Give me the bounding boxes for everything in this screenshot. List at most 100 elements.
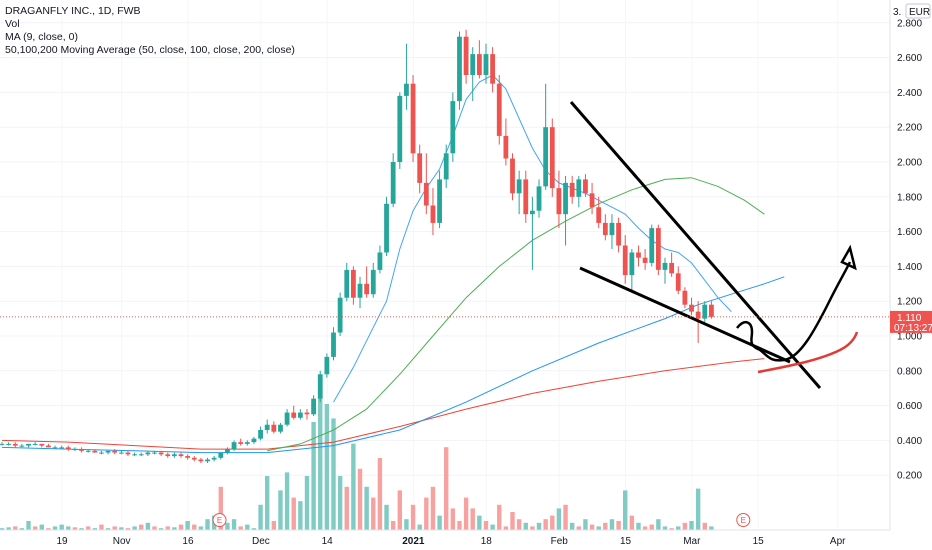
candle <box>576 175 582 208</box>
candle-body <box>118 452 124 454</box>
volume-indicator-label[interactable]: Vol <box>5 18 20 30</box>
volume-bar <box>178 524 184 530</box>
candle-body <box>12 443 18 446</box>
candle-body <box>79 449 84 451</box>
volume-bar <box>72 527 78 530</box>
current-price-marker: 1.110 07:13:27 <box>0 310 932 334</box>
volume-bar <box>569 522 575 530</box>
volume-bar <box>311 422 316 530</box>
volume-bar <box>384 504 389 530</box>
candle <box>503 118 509 166</box>
candle <box>563 175 568 246</box>
symbol-title[interactable]: DRAGANFLY INC., 1D, FWB <box>5 5 141 17</box>
y-tick-label: 0.200 <box>897 471 922 482</box>
volume-bar <box>85 526 91 530</box>
candle <box>225 447 230 455</box>
volume-bar <box>689 521 694 530</box>
y-tick-label: 0.600 <box>897 401 922 412</box>
volume-bar <box>609 519 615 530</box>
y-tick-label: 2.400 <box>897 88 922 99</box>
multi-ma-indicator-label[interactable]: 50,100,200 Moving Average (50, close, 10… <box>5 44 295 56</box>
candle-body <box>675 273 681 291</box>
candle <box>470 47 476 102</box>
ma200-highlight-curve <box>757 331 859 374</box>
candle <box>443 144 449 189</box>
volume-bar <box>158 528 164 530</box>
volume-bar <box>258 504 263 530</box>
volume-bar <box>172 527 177 530</box>
candle-body <box>377 252 383 270</box>
candle <box>178 452 184 458</box>
candle-body <box>404 83 409 96</box>
candle <box>457 31 462 110</box>
volume-bar <box>145 522 151 530</box>
volume-bar <box>231 519 237 530</box>
candle-body <box>569 182 575 197</box>
candle <box>549 118 555 197</box>
candle <box>12 442 18 448</box>
volume-bar <box>357 468 363 530</box>
volume-bar <box>430 486 436 530</box>
candle <box>32 442 38 446</box>
candle <box>244 440 250 446</box>
earnings-marker-circle <box>736 513 751 527</box>
x-tick-label: Apr <box>830 536 846 547</box>
candle <box>132 452 137 457</box>
x-tick-label: Nov <box>113 536 131 547</box>
candle <box>65 445 71 451</box>
candle-body <box>523 179 529 215</box>
candle <box>655 224 661 276</box>
currency-tag[interactable]: EUR 3. <box>893 3 931 19</box>
candle <box>317 370 323 403</box>
candle <box>251 436 257 444</box>
ma-indicator-label[interactable]: MA (9, close, 0) <box>5 31 78 43</box>
candle <box>384 196 389 256</box>
countdown-label: 07:13:27 <box>894 323 932 334</box>
volume-bar <box>702 522 707 530</box>
candle-body <box>46 445 51 448</box>
candle-body <box>99 452 104 454</box>
candle <box>609 214 615 249</box>
candle-body <box>384 203 389 253</box>
candle <box>682 287 688 309</box>
candle-body <box>178 454 184 457</box>
volume-bar <box>105 528 111 530</box>
candle <box>112 449 118 455</box>
candle <box>118 450 124 455</box>
time-axis: 19 Nov 16 Dec 14 2021 18 Feb 15 Mar 15 Apr <box>56 536 846 547</box>
candle <box>669 252 675 277</box>
candle <box>218 452 224 460</box>
candle <box>331 327 336 361</box>
candle <box>709 301 714 319</box>
candle <box>649 224 655 267</box>
candle <box>59 445 65 450</box>
candle-body <box>32 443 38 445</box>
candle <box>423 153 429 215</box>
candle <box>404 43 409 110</box>
chart-legend: DRAGANFLY INC., 1D, FWB Vol MA (9, close… <box>5 5 295 57</box>
volume-bar <box>437 515 442 530</box>
candle-body <box>450 101 456 154</box>
candle-body <box>152 452 157 454</box>
earnings-marker-label: E <box>741 516 746 525</box>
candle-body <box>370 269 376 295</box>
volume-bar <box>265 476 270 530</box>
candle-body <box>616 222 621 246</box>
volume-bar <box>642 526 648 530</box>
candle-body <box>92 450 98 453</box>
candle <box>324 353 330 378</box>
volume-bar <box>516 519 522 530</box>
candle <box>52 445 58 450</box>
candle-body <box>244 442 250 444</box>
candle-body <box>26 443 31 446</box>
x-tick-label: 18 <box>481 536 493 547</box>
candle-body <box>138 454 144 456</box>
current-price-box <box>890 310 932 333</box>
volume-bar <box>351 443 356 530</box>
y-tick-label: 0.400 <box>897 436 922 447</box>
candle <box>39 443 45 448</box>
volume-bar <box>656 519 661 530</box>
candle-body <box>410 83 416 154</box>
breakout-arrow-path <box>736 261 852 362</box>
